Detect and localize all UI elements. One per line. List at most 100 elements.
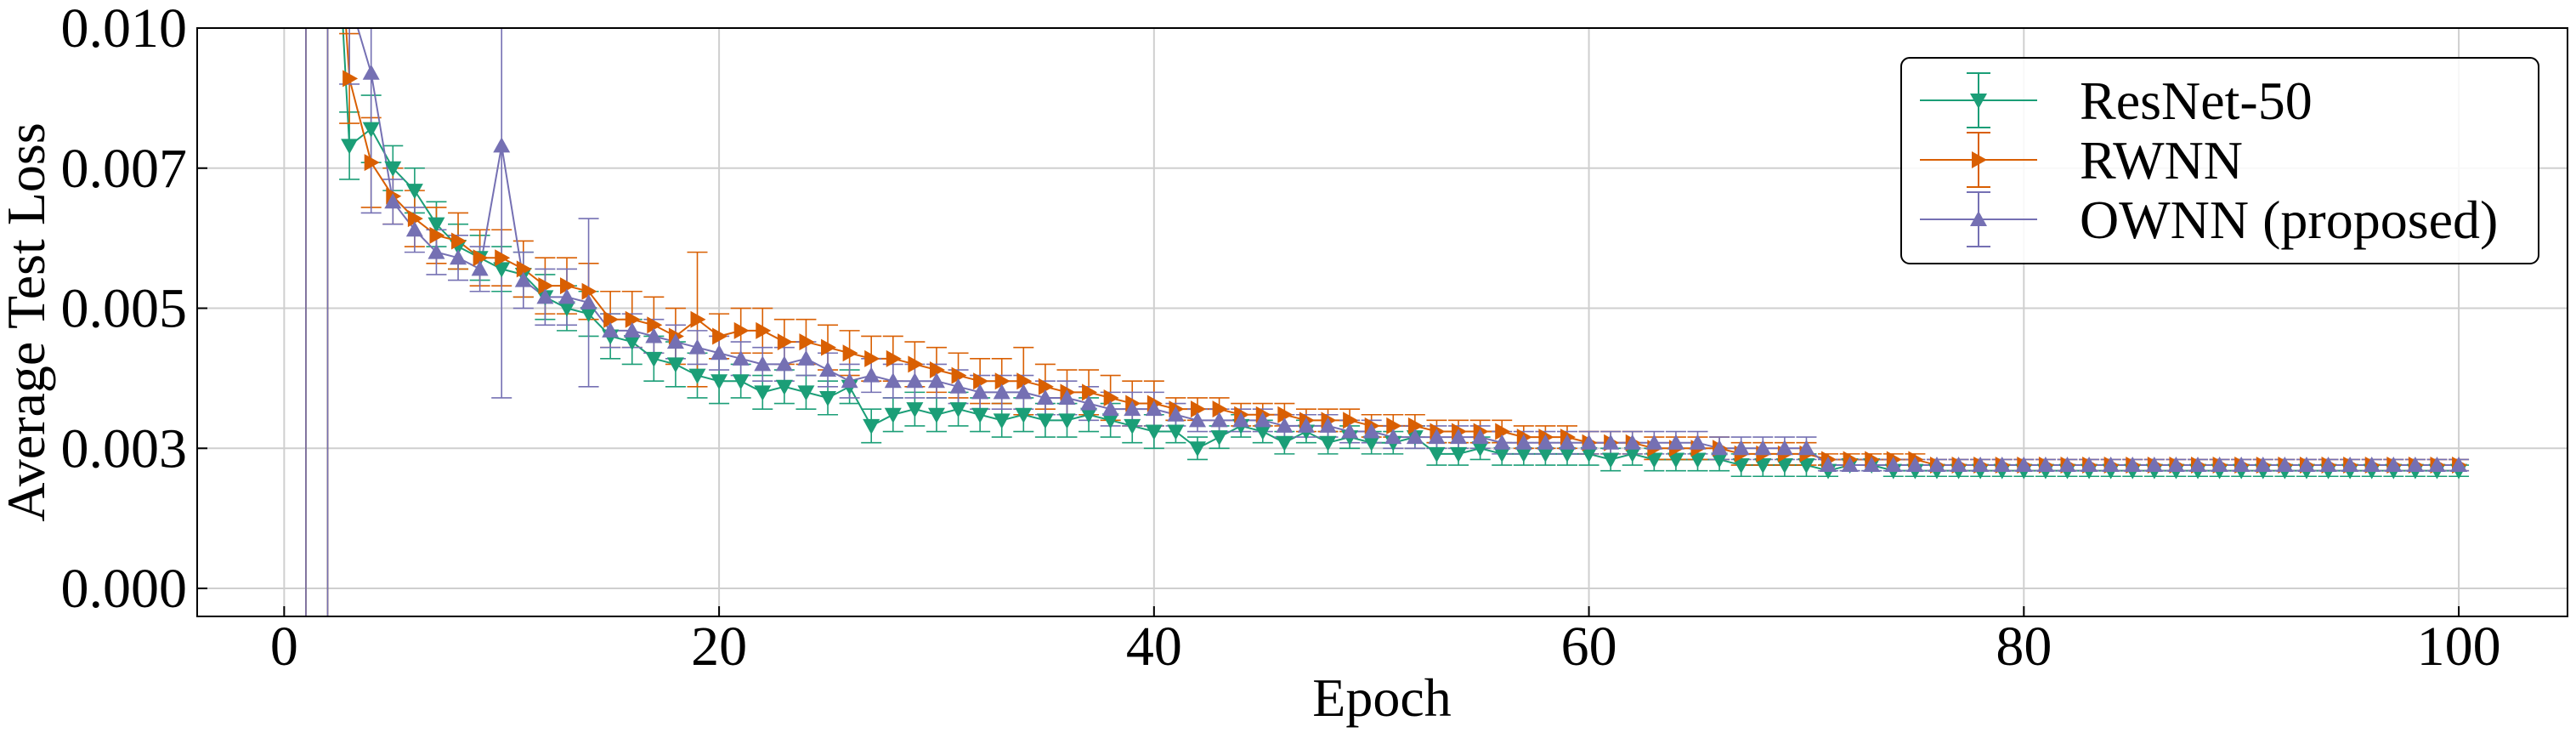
marker xyxy=(666,333,684,349)
marker xyxy=(1145,400,1163,417)
marker xyxy=(906,402,924,418)
y-tick-label: 0.003 xyxy=(61,417,188,480)
marker xyxy=(971,407,989,423)
marker xyxy=(1341,423,1359,439)
series-line xyxy=(356,28,2460,467)
marker xyxy=(949,378,967,394)
marker xyxy=(341,0,358,7)
axes-frame xyxy=(196,27,2568,617)
legend-box xyxy=(1900,57,2539,264)
marker xyxy=(451,232,467,250)
marker xyxy=(1514,434,1532,450)
marker xyxy=(1036,413,1054,429)
marker xyxy=(1189,441,1207,457)
marker xyxy=(1276,435,1294,451)
marker xyxy=(2167,457,2185,473)
marker xyxy=(1884,457,1902,473)
marker xyxy=(1210,412,1228,428)
marker xyxy=(864,349,880,367)
marker xyxy=(364,154,380,172)
marker xyxy=(1212,400,1228,418)
marker xyxy=(2145,457,2163,473)
x-tick-label: 60 xyxy=(1561,616,1617,678)
ticks: 0 20 40 60 80 100 0.000 0.003 0.005 0.007 0.010 xyxy=(61,0,2501,678)
marker xyxy=(1972,457,1990,473)
marker xyxy=(581,282,597,300)
marker xyxy=(1384,429,1402,445)
marker xyxy=(580,293,597,309)
marker xyxy=(884,407,902,423)
marker xyxy=(927,372,945,389)
marker xyxy=(1950,457,1967,473)
marker xyxy=(1297,417,1315,433)
marker xyxy=(471,260,489,276)
marker xyxy=(362,122,380,138)
marker xyxy=(1254,412,1271,428)
marker xyxy=(1667,452,1684,468)
marker xyxy=(1754,458,1772,474)
plot-area xyxy=(305,0,2470,616)
marker xyxy=(1993,457,2011,473)
marker xyxy=(886,349,902,367)
marker xyxy=(1145,424,1163,440)
marker xyxy=(1232,412,1250,428)
marker xyxy=(906,372,924,389)
legend-marker xyxy=(1972,151,1987,168)
marker xyxy=(1191,400,1207,418)
marker xyxy=(429,226,445,244)
x-tick-label: 20 xyxy=(691,616,747,678)
marker xyxy=(994,372,1011,390)
marker xyxy=(1495,423,1511,440)
marker xyxy=(971,383,989,400)
marker xyxy=(1775,458,1793,474)
marker xyxy=(2385,457,2403,473)
marker xyxy=(756,321,772,339)
marker xyxy=(690,310,706,328)
y-tick-label: 0.005 xyxy=(61,278,188,340)
marker xyxy=(711,344,728,360)
marker xyxy=(1362,435,1380,451)
marker xyxy=(343,70,359,88)
marker xyxy=(2036,457,2054,473)
x-tick-label: 100 xyxy=(2417,616,2501,678)
marker xyxy=(2058,457,2076,473)
marker xyxy=(797,349,815,366)
marker xyxy=(1623,434,1641,450)
marker xyxy=(712,327,728,345)
marker xyxy=(1711,452,1729,468)
marker xyxy=(493,262,511,278)
legend-marker xyxy=(1970,211,1987,226)
error-bar xyxy=(339,28,360,85)
marker xyxy=(666,357,684,373)
marker xyxy=(799,333,815,351)
marker xyxy=(1471,441,1489,457)
marker xyxy=(1580,446,1598,463)
marker xyxy=(1602,452,1620,468)
marker xyxy=(473,249,489,267)
marker xyxy=(645,327,663,343)
marker xyxy=(623,335,641,351)
marker xyxy=(797,385,815,401)
marker xyxy=(1015,407,1033,423)
y-axis-label: Average Test Loss xyxy=(0,122,56,521)
marker xyxy=(775,355,793,372)
marker xyxy=(625,310,641,328)
marker xyxy=(645,351,663,367)
marker xyxy=(732,349,750,366)
marker xyxy=(1428,429,1446,445)
marker xyxy=(775,379,793,395)
marker xyxy=(1124,400,1141,417)
marker xyxy=(1493,446,1511,463)
marker xyxy=(493,137,511,153)
marker xyxy=(1189,412,1207,428)
marker xyxy=(1537,434,1554,450)
marker xyxy=(1928,457,1945,473)
marker xyxy=(2124,457,2142,473)
marker xyxy=(1319,435,1337,451)
marker xyxy=(1058,413,1076,429)
marker xyxy=(863,418,880,434)
marker xyxy=(1732,458,1750,474)
marker xyxy=(362,64,380,80)
